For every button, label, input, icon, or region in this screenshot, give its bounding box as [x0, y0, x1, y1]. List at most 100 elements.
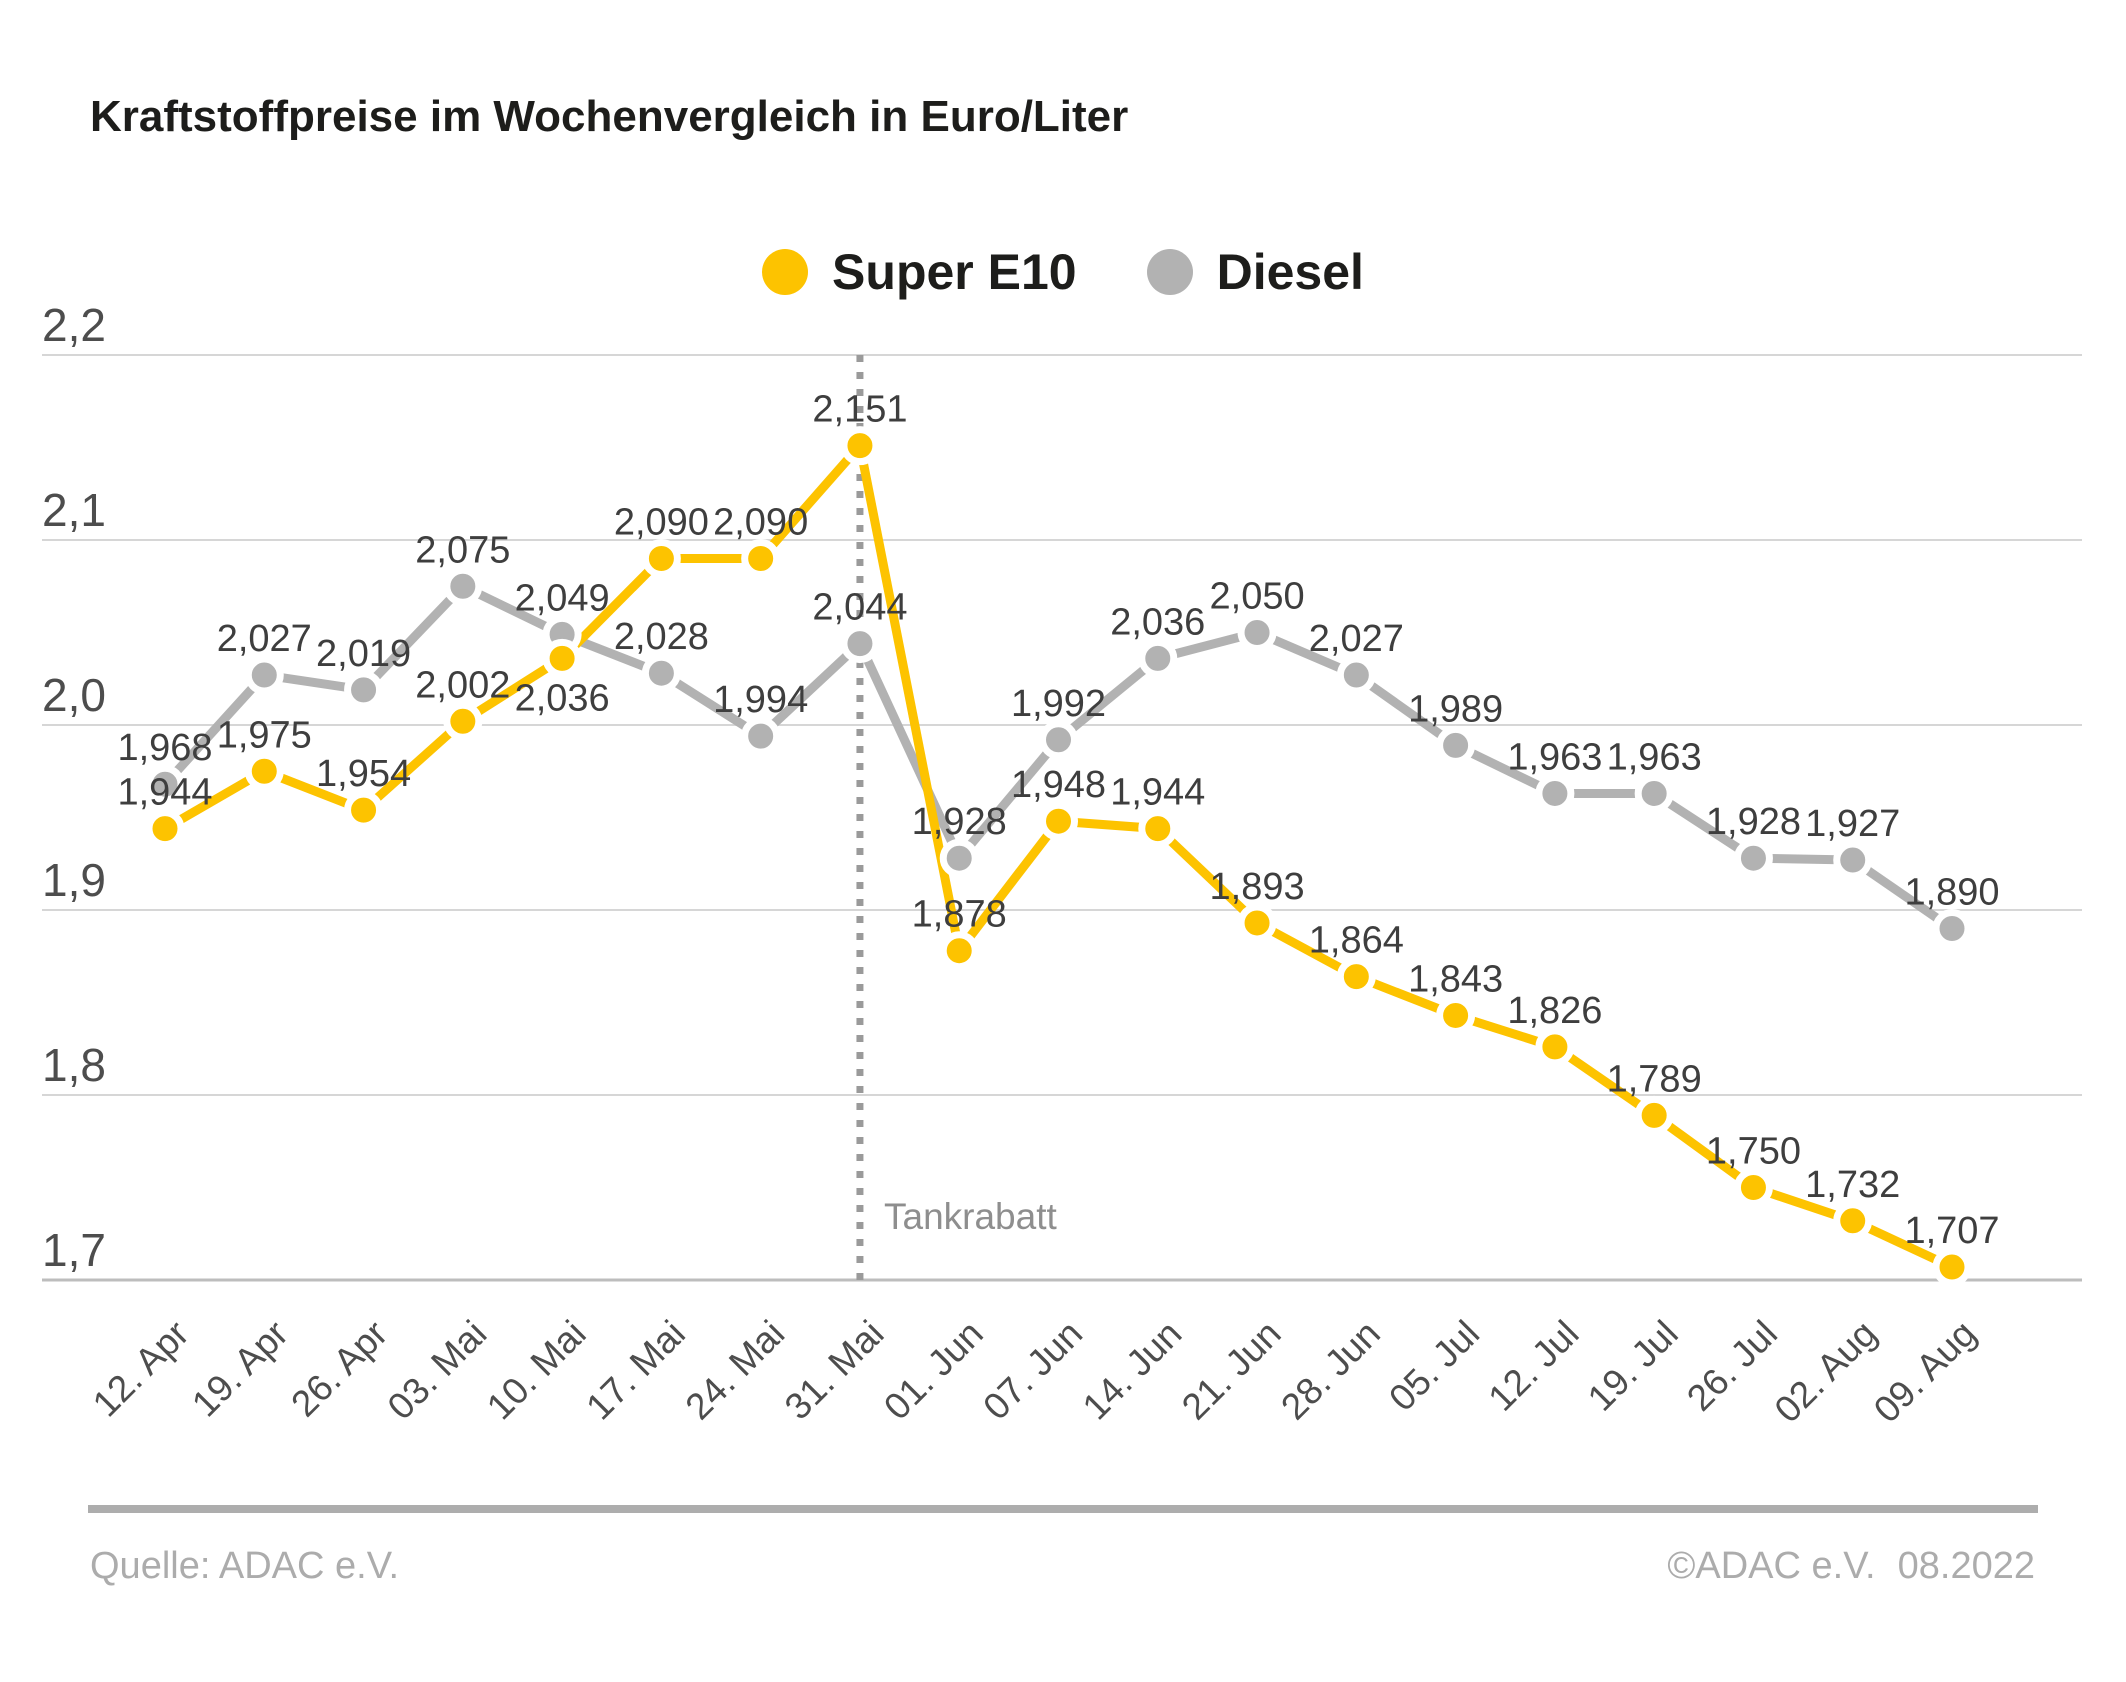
diesel-point	[1138, 638, 1178, 678]
diesel-segment	[161, 672, 268, 788]
super-e10-value-label: 1,893	[1210, 866, 1305, 908]
super-e10-point	[1634, 1095, 1674, 1135]
super-e10-value-label: 1,750	[1706, 1131, 1801, 1173]
y-axis-label: 2,2	[42, 299, 106, 351]
super-e10-point	[1039, 801, 1078, 841]
diesel-point	[1833, 840, 1873, 880]
x-axis-label: 14. Jun	[1075, 1313, 1190, 1428]
diesel-value-label: 1,890	[1904, 872, 1999, 914]
super-e10-segment	[955, 818, 1063, 954]
super-e10-value-label: 2,036	[515, 677, 610, 719]
diesel-points	[145, 566, 1972, 948]
legend-item-diesel: Diesel	[1146, 243, 1364, 301]
x-axis-label: 17. Mai	[578, 1313, 693, 1428]
super-e10-point	[542, 638, 582, 678]
diesel-point	[443, 566, 483, 606]
footer-source: Quelle: ADAC e.V.	[90, 1545, 400, 1587]
super-e10-point	[1535, 1027, 1575, 1067]
super-e10-value-label: 1,878	[912, 894, 1007, 936]
x-axis-label: 02. Aug	[1767, 1313, 1885, 1431]
legend-label-diesel: Diesel	[1216, 244, 1364, 300]
super-e10-point	[1436, 995, 1476, 1035]
super-e10-point	[939, 931, 979, 971]
diesel-segment	[1055, 654, 1161, 744]
super-e10-value-label: 1,826	[1507, 990, 1602, 1032]
x-axis-label: 09. Aug	[1866, 1313, 1984, 1431]
super-e10-value-label: 1,975	[217, 714, 312, 756]
diesel-point	[1535, 773, 1575, 813]
super-e10-value-label: 1,732	[1805, 1164, 1900, 1206]
super-e10-swatch-icon	[762, 249, 809, 295]
x-axis-label: 19. Apr	[184, 1313, 296, 1425]
x-axis-label: 12. Apr	[85, 1313, 197, 1425]
diesel-point	[145, 764, 185, 804]
diesel-point	[1336, 655, 1376, 695]
x-axis-label: 31. Mai	[777, 1313, 892, 1428]
y-axis-label: 1,9	[42, 854, 106, 906]
diesel-value-label: 1,928	[912, 801, 1007, 843]
super-e10-point	[344, 790, 384, 830]
diesel-value-label: 2,019	[316, 633, 411, 675]
x-axis-label: 03. Mai	[380, 1313, 495, 1428]
diesel-segment	[1353, 671, 1459, 750]
x-axis-label: 19. Jul	[1580, 1313, 1686, 1419]
diesel-value-label: 2,027	[217, 618, 312, 660]
super-e10-segment	[360, 717, 466, 814]
super-e10-value-label: 1,843	[1408, 958, 1503, 1000]
diesel-value-label: 1,992	[1011, 683, 1106, 725]
diesel-point	[741, 716, 781, 756]
super-e10-value-label: 1,944	[1110, 772, 1205, 814]
super-e10-point	[1336, 957, 1376, 997]
diesel-value-label: 1,963	[1607, 736, 1702, 778]
x-axis-label: 05. Jul	[1381, 1313, 1487, 1419]
diesel-value-label: 1,963	[1507, 736, 1602, 778]
super-e10-value-label: 1,707	[1904, 1210, 1999, 1252]
diesel-point	[1932, 909, 1972, 948]
legend-item-super-e10: Super E10	[762, 243, 1077, 301]
x-axis-label: 26. Apr	[283, 1313, 395, 1425]
page-title: Kraftstoffpreise im Wochenvergleich in E…	[90, 92, 1129, 141]
super-e10-point	[741, 539, 781, 578]
super-e10-value-label: 1,948	[1011, 764, 1106, 806]
diesel-value-label: 1,928	[1706, 801, 1801, 843]
diesel-value-label: 1,989	[1408, 688, 1503, 730]
x-axis-label: 24. Mai	[678, 1313, 793, 1428]
super-e10-value-label: 1,954	[316, 753, 411, 795]
super-e10-point	[443, 701, 483, 741]
super-e10-segment	[855, 444, 964, 952]
x-axis-label: 10. Mai	[479, 1313, 594, 1428]
x-axis-label: 28. Jun	[1273, 1313, 1388, 1428]
diesel-point	[641, 653, 681, 693]
super-e10-segment	[1154, 825, 1261, 927]
y-axis-label: 1,7	[42, 1224, 106, 1276]
y-axis-label: 1,8	[42, 1039, 106, 1091]
diesel-value-label: 2,044	[812, 587, 907, 629]
super-e10-value-label: 2,090	[614, 502, 709, 544]
diesel-value-label: 2,036	[1110, 601, 1205, 643]
diesel-segment	[855, 641, 964, 861]
super-e10-point	[1833, 1201, 1873, 1241]
diesel-point	[1039, 720, 1078, 760]
super-e10-point	[1138, 809, 1178, 849]
super-e10-segment	[460, 654, 565, 726]
legend-label-super-e10: Super E10	[832, 244, 1077, 300]
super-e10-point	[145, 809, 185, 849]
super-e10-points	[145, 426, 1972, 1287]
super-e10-value-label: 1,789	[1607, 1058, 1702, 1100]
y-axis-label: 2,1	[42, 484, 106, 536]
diesel-value-label: 2,028	[614, 616, 709, 658]
super-e10-segment	[1552, 1043, 1657, 1120]
super-e10-segment	[757, 442, 864, 562]
y-axis-label: 2,0	[42, 669, 106, 721]
super-e10-point	[840, 426, 880, 466]
diesel-value-label: 1,994	[713, 679, 808, 721]
super-e10-value-label: 2,151	[812, 389, 907, 431]
y-axis-labels: 2,2 2,1 2,0 1,9 1,8 1,7	[42, 299, 106, 1276]
diesel-point	[344, 670, 384, 710]
super-e10-segment	[1651, 1111, 1757, 1192]
tankrabatt-annotation-label: Tankrabatt	[884, 1196, 1057, 1237]
super-e10-point	[641, 539, 681, 578]
